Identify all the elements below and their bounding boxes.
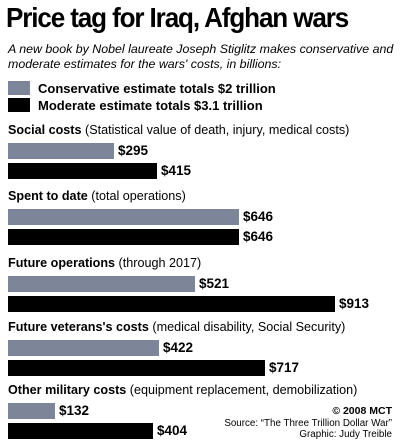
category-label-future-veterans-s-costs: Future veterans's costs (medical disabil… (8, 320, 345, 334)
source-text: Source: “The Three Trillion Dollar War” (224, 417, 392, 429)
bar-social-costs-conservative (8, 143, 114, 159)
value-label-other-military-costs-conservative: $132 (59, 403, 90, 418)
value-label-future-veterans-s-costs-moderate: $717 (269, 360, 300, 375)
category-note: (medical disability, Social Security) (148, 320, 346, 334)
value-label-future-operations-moderate: $913 (339, 296, 370, 311)
category-name: Future veterans's costs (8, 320, 149, 334)
value-label-other-military-costs-moderate: $404 (157, 423, 188, 438)
category-label-spent-to-date: Spent to date (total operations) (8, 189, 186, 203)
category-name: Social costs (8, 123, 82, 137)
category-name: Spent to date (8, 189, 88, 203)
value-label-social-costs-moderate: $415 (161, 163, 192, 178)
value-label-future-veterans-s-costs-conservative: $422 (163, 340, 194, 355)
chart-title: Price tag for Iraq, Afghan wars (6, 2, 349, 33)
legend-label-moderate: Moderate estimate totals $3.1 trillion (38, 97, 263, 113)
bar-other-military-costs-conservative (8, 403, 55, 419)
legend-item-conservative: Conservative estimate totals $2 trillion (8, 80, 276, 96)
category-note: (through 2017) (115, 256, 202, 270)
value-label-future-operations-conservative: $521 (199, 276, 230, 291)
value-label-spent-to-date-conservative: $646 (243, 209, 274, 224)
bar-other-military-costs-moderate (8, 423, 153, 439)
legend-item-moderate: Moderate estimate totals $3.1 trillion (8, 97, 263, 113)
category-note: (total operations) (87, 189, 186, 203)
bar-social-costs-moderate (8, 163, 157, 179)
value-label-spent-to-date-moderate: $646 (243, 229, 274, 244)
value-label-social-costs-conservative: $295 (118, 143, 149, 158)
category-note: (equipment replacement, demobilization) (126, 383, 358, 397)
legend-swatch-conservative (8, 81, 30, 95)
bar-spent-to-date-moderate (8, 229, 239, 245)
category-name: Future operations (8, 256, 116, 270)
category-label-other-military-costs: Other military costs (equipment replacem… (8, 383, 357, 397)
bar-future-veterans-s-costs-conservative (8, 340, 159, 356)
category-name: Other military costs (8, 383, 127, 397)
category-note: (Statistical value of death, injury, med… (81, 123, 350, 137)
category-label-future-operations: Future operations (through 2017) (8, 256, 201, 270)
bar-spent-to-date-conservative (8, 209, 239, 225)
category-label-social-costs: Social costs (Statistical value of death… (8, 123, 349, 137)
bar-future-operations-conservative (8, 276, 195, 292)
bar-future-veterans-s-costs-moderate (8, 360, 265, 376)
chart-subtitle: A new book by Nobel laureate Joseph Stig… (8, 42, 394, 71)
legend-label-conservative: Conservative estimate totals $2 trillion (38, 80, 276, 96)
bar-future-operations-moderate (8, 296, 335, 312)
credit-block: © 2008 MCT Source: “The Three Trillion D… (224, 405, 392, 441)
graphic-credit-text: Graphic: Judy Treible (299, 429, 392, 440)
legend-swatch-moderate (8, 98, 30, 112)
copyright-text: © 2008 MCT (332, 405, 392, 417)
